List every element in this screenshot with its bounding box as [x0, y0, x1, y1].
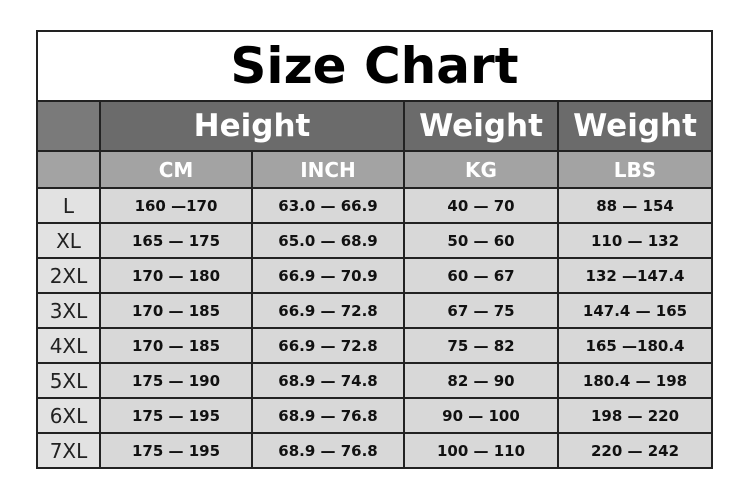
size-cell: 6XL: [36, 397, 101, 434]
inch-cell: 65.0 — 68.9: [251, 222, 405, 259]
size-cell: XL: [36, 222, 101, 259]
inch-cell: 66.9 — 70.9: [251, 257, 405, 294]
table-row: 6XL 175 — 195 68.9 — 76.8 90 — 100 198 — 220: [36, 397, 714, 434]
kg-cell: 75 — 82: [403, 327, 559, 364]
size-cell: 3XL: [36, 292, 101, 329]
cm-cell: 170 — 180: [99, 257, 253, 294]
lbs-cell: 110 — 132: [556, 222, 714, 259]
lbs-cell: 165 —180.4: [556, 327, 714, 364]
cm-cell: 175 — 190: [99, 362, 253, 399]
lbs-cell: 147.4 — 165: [556, 292, 714, 329]
kg-cell: 90 — 100: [403, 397, 559, 434]
cm-cell: 170 — 185: [99, 292, 253, 329]
kg-cell: 100 — 110: [403, 432, 559, 469]
lbs-cell: 180.4 — 198: [556, 362, 714, 399]
cm-cell: 175 — 195: [99, 432, 253, 469]
kg-cell: 60 — 67: [403, 257, 559, 294]
table-row: L 160 —170 63.0 — 66.9 40 — 70 88 — 154: [36, 187, 714, 224]
inch-cell: 66.9 — 72.8: [251, 292, 405, 329]
kg-cell: 67 — 75: [403, 292, 559, 329]
cm-cell: 170 — 185: [99, 327, 253, 364]
table-row: 2XL 170 — 180 66.9 — 70.9 60 — 67 132 —147.4: [36, 257, 714, 294]
cm-cell: 160 —170: [99, 187, 253, 224]
inch-cell: 63.0 — 66.9: [251, 187, 405, 224]
unit-kg: KG: [403, 150, 559, 189]
cm-cell: 175 — 195: [99, 397, 253, 434]
unit-inch: INCH: [251, 150, 405, 189]
inch-cell: 68.9 — 76.8: [251, 397, 405, 434]
table-row: 4XL 170 — 185 66.9 — 72.8 75 — 82 165 —180.4: [36, 327, 714, 364]
table-row: XL 165 — 175 65.0 — 68.9 50 — 60 110 — 132: [36, 222, 714, 259]
inch-cell: 68.9 — 76.8: [251, 432, 405, 469]
unit-cm: CM: [99, 150, 253, 189]
inch-cell: 68.9 — 74.8: [251, 362, 405, 399]
size-chart-table: Size Chart Height Weight Weight CM INCH …: [35, 30, 714, 469]
header-height: Height: [99, 100, 405, 152]
size-cell: 5XL: [36, 362, 101, 399]
kg-cell: 82 — 90: [403, 362, 559, 399]
unit-lbs: LBS: [556, 150, 714, 189]
lbs-cell: 88 — 154: [556, 187, 714, 224]
header-weight-lbs: Weight: [556, 100, 714, 152]
kg-cell: 40 — 70: [403, 187, 559, 224]
inch-cell: 66.9 — 72.8: [251, 327, 405, 364]
corner-cell: [36, 150, 101, 189]
lbs-cell: 198 — 220: [556, 397, 714, 434]
chart-title: Size Chart: [35, 30, 714, 102]
table-row: 5XL 175 — 190 68.9 — 74.8 82 — 90 180.4 — 19…: [36, 362, 714, 399]
table-row: 7XL 175 — 195 68.9 — 76.8 100 — 110 220 — 24…: [36, 432, 714, 469]
lbs-cell: 132 —147.4: [556, 257, 714, 294]
size-cell: 7XL: [36, 432, 101, 469]
size-cell: L: [36, 187, 101, 224]
lbs-cell: 220 — 242: [556, 432, 714, 469]
table-row: 3XL 170 — 185 66.9 — 72.8 67 — 75 147.4 — 16…: [36, 292, 714, 329]
size-cell: 4XL: [36, 327, 101, 364]
corner-cell: [36, 100, 101, 152]
size-cell: 2XL: [36, 257, 101, 294]
header-weight-kg: Weight: [403, 100, 559, 152]
cm-cell: 165 — 175: [99, 222, 253, 259]
kg-cell: 50 — 60: [403, 222, 559, 259]
